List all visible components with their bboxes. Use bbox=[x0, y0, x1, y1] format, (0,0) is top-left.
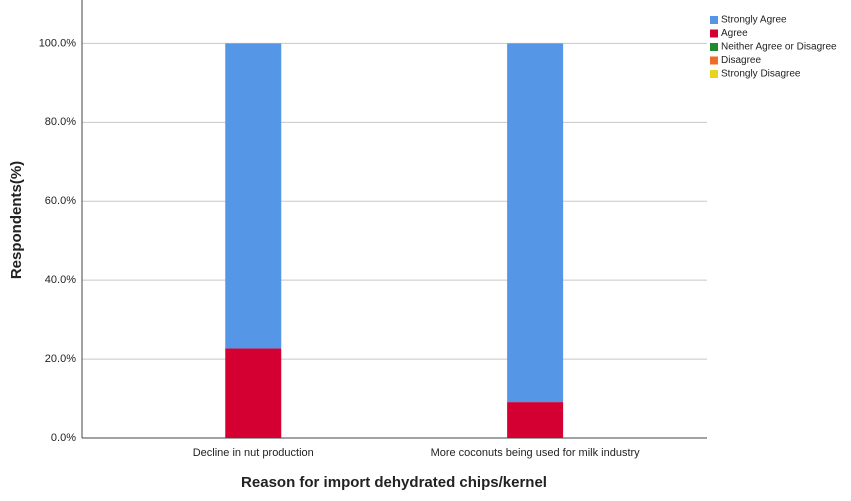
y-tick-label: 60.0% bbox=[45, 195, 76, 207]
y-tick-label: 0.0% bbox=[51, 432, 76, 444]
legend-swatch bbox=[710, 43, 718, 51]
bar-segment bbox=[507, 43, 564, 403]
legend-swatch bbox=[710, 16, 718, 24]
legend-label: Strongly Disagree bbox=[721, 69, 801, 80]
y-tick-label: 80.0% bbox=[45, 116, 76, 128]
y-axis-title: Respondents(%) bbox=[8, 161, 25, 279]
legend-swatch bbox=[710, 56, 718, 65]
bar-segment bbox=[507, 402, 564, 438]
legend-swatch bbox=[710, 29, 718, 38]
legend-label: Strongly Agree bbox=[721, 15, 787, 26]
y-tick-label: 100.0% bbox=[39, 37, 77, 49]
legend-label: Agree bbox=[721, 28, 748, 39]
legend-swatch bbox=[710, 70, 718, 78]
y-tick-label: 40.0% bbox=[45, 274, 76, 286]
x-tick-label: Decline in nut production bbox=[193, 447, 314, 459]
legend-label: Neither Agree or Disagree bbox=[721, 42, 837, 53]
x-tick-label: More coconuts being used for milk indust… bbox=[431, 447, 641, 459]
bar-segment bbox=[225, 43, 282, 349]
legend-label: Disagree bbox=[721, 55, 761, 66]
y-tick-label: 20.0% bbox=[45, 353, 76, 365]
x-axis-title: Reason for import dehydrated chips/kerne… bbox=[241, 474, 547, 491]
bar-segment bbox=[225, 348, 282, 438]
